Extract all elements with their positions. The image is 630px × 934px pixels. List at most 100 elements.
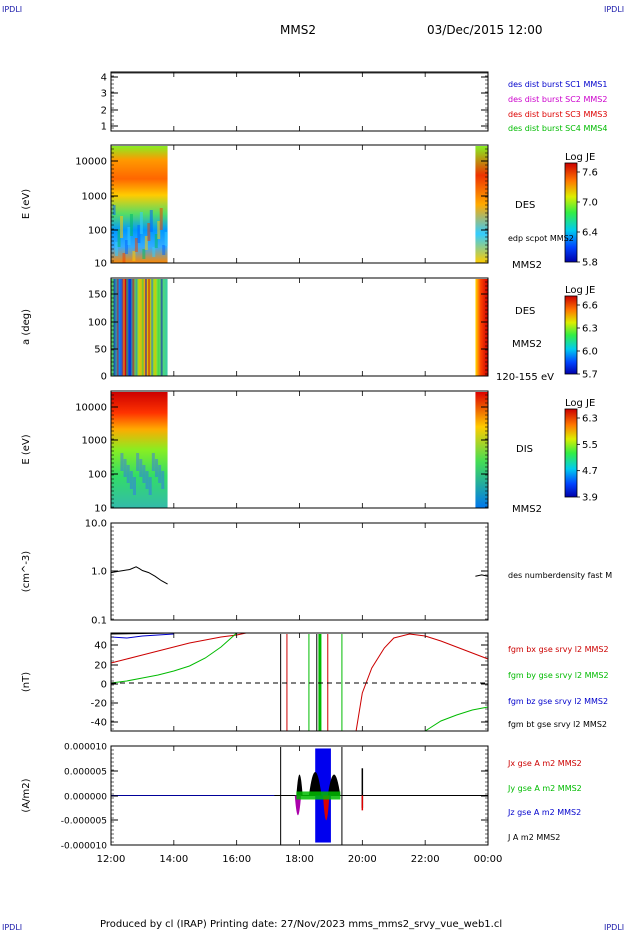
legend-entry-density: des numberdensity fast M [508,571,612,580]
y-tick-label-des-energy: 1000 [82,192,107,203]
colorbar-tick-label-dis-energy: 5.5 [582,440,598,451]
x-tick-label: 00:00 [474,854,503,865]
y-tick-label-sc-availability: 3 [101,89,107,100]
legend-entry-fgm-b: fgm bx gse srvy l2 MMS2 [508,645,609,654]
y-tick-label-current-density: 0.000005 [64,768,107,778]
y-tick-label-dis-energy: 10 [94,504,107,515]
x-tick-label: 16:00 [222,854,251,865]
side-label-dis-energy: MMS2 [512,504,542,515]
pitch-streak [151,279,154,376]
spectrogram-block-late-des-energy [475,146,488,263]
colorbar-tick-label-dis-energy: 6.3 [582,414,598,425]
dis-texture [126,465,130,483]
x-tick-label: 18:00 [285,854,314,865]
pitch-streak [157,279,160,376]
spectrogram-texture [154,234,158,248]
colorbar-tick-label-dis-energy: 3.9 [582,493,598,504]
y-tick-label-current-density: -0.000005 [61,817,107,827]
series-line-density-0 [110,566,168,585]
corner-label-top-right: IPDLI [604,5,625,14]
y-tick-label-sc-availability: 4 [101,73,107,84]
x-tick-label: 14:00 [159,854,188,865]
y-tick-label-des-pitch: 50 [94,345,107,356]
side-label-des-energy: MMS2 [512,260,542,271]
pitch-streak [138,279,141,376]
y-axis-label-density: (cm^-3) [21,551,32,592]
dis-texture [145,471,149,489]
pitch-streak [144,279,147,376]
dis-texture [129,471,133,489]
y-axis-label-current-density: (A/m2) [21,778,32,812]
pitch-streak [126,279,129,376]
pitch-streak [113,279,116,376]
spectrogram-texture [157,221,161,239]
spectrogram-block-dis-energy [111,392,168,508]
y-tick-label-des-pitch: 0 [101,372,107,383]
colorbar-des-pitch [564,295,578,375]
pitch-streak [135,279,138,376]
current-spike-j-1 [296,774,303,796]
spectrogram-texture [120,216,124,238]
pitch-streak [160,279,163,376]
y-tick-label-des-pitch: 150 [88,290,107,301]
legend-entry-sc-availability: des dist burst SC3 MMS3 [508,110,607,119]
corner-label-bottom-right: IPDLI [604,923,625,932]
series-line-fgm-b-4 [110,633,174,639]
pitch-streak [148,279,151,376]
dis-texture [120,453,124,471]
legend-entry-fgm-b: fgm by gse srvy l2 MMS2 [508,671,609,680]
pitch-streak [129,279,132,376]
series-line-density-1 [475,574,489,577]
spectrogram-texture [124,240,128,254]
series-line-fgm-b-0 [110,632,247,664]
x-tick-label: 20:00 [348,854,377,865]
colorbar-tick-label-dis-energy: 4.7 [582,466,598,477]
side-label-des-pitch: DES [515,306,535,317]
y-tick-label-dis-energy: 1000 [82,436,107,447]
y-tick-label-dis-energy: 100 [88,470,107,481]
y-axis-label-des-pitch: a (deg) [21,309,32,345]
legend-entry-current-density: Jz gse A m2 MMS2 [507,808,581,817]
side-label-des-pitch: MMS2 [512,339,542,350]
corner-label-bottom-left: IPDLI [2,923,23,932]
y-tick-label-des-energy: 10000 [75,157,107,168]
spectrogram-texture [122,253,126,263]
dis-texture [136,453,140,471]
spectrogram-texture [164,232,168,246]
legend-entry-current-density: Jx gse A m2 MMS2 [507,759,582,768]
y-tick-label-density: 1.0 [91,567,107,578]
x-tick-label: 22:00 [411,854,440,865]
current-spike-j-2 [308,771,322,796]
y-tick-label-des-energy: 100 [88,226,107,237]
spectrogram-texture [127,227,131,245]
colorbar-title-des-energy: Log JE [565,152,595,163]
x-tick-label: 12:00 [97,854,126,865]
spectrogram-block-late-des-pitch [475,279,488,376]
panel-frame-sc-availability [110,71,489,132]
pitch-streak [141,279,144,376]
colorbar-tick-label-des-energy: 7.6 [582,168,598,179]
legend-entry-sc-availability: des dist burst SC1 MMS1 [508,80,607,89]
current-spike-jx [323,795,330,821]
spectrogram-texture [112,205,116,215]
y-tick-label-dis-energy: 10000 [75,403,107,414]
spectrogram-texture [115,242,119,256]
dis-texture [139,459,143,477]
current-spike-j-3 [327,774,341,796]
dis-texture [158,465,162,483]
spectrogram-texture [129,214,133,236]
y-axis-label-dis-energy: E (eV) [21,434,32,464]
spectrogram-texture [144,236,148,250]
footer-text: Produced by cl (IRAP) Printing date: 27/… [100,919,503,930]
y-tick-label-fgm-b: 0 [101,680,107,691]
y-tick-label-sc-availability: 2 [101,106,107,117]
dis-texture [132,477,136,495]
colorbar-title-des-pitch: Log JE [565,285,595,296]
series-line-fgm-b-1 [355,633,489,732]
colorbar-des-energy [564,162,578,263]
pitch-streak [132,279,135,376]
colorbar-tick-label-des-pitch: 6.0 [582,347,598,358]
y-tick-label-current-density: 0.000000 [64,793,107,803]
y-tick-label-des-pitch: 100 [88,318,107,329]
